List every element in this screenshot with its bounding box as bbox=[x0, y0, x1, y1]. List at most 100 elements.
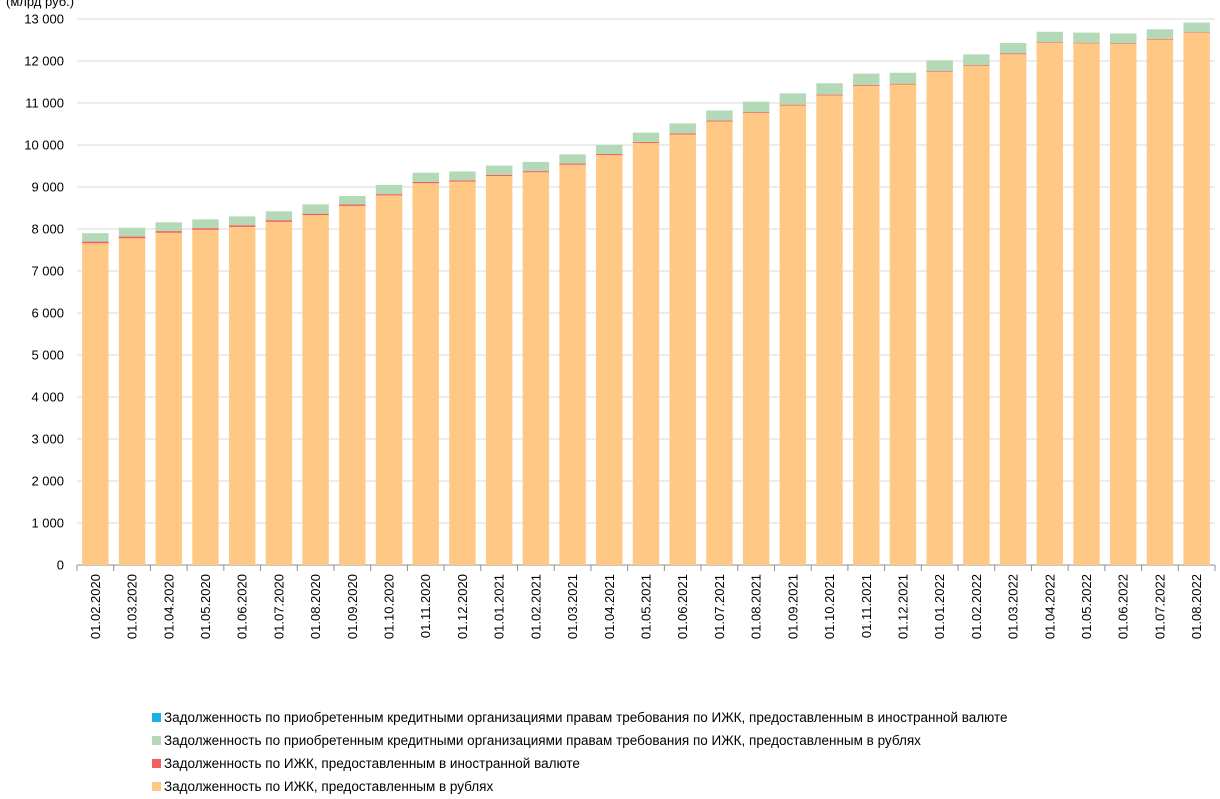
legend-item: Задолженность по ИЖК, предоставленным в … bbox=[152, 775, 1008, 798]
bar-segment bbox=[1183, 32, 1210, 33]
x-tick-label: 01.03.2021 bbox=[565, 574, 580, 639]
bar-segment bbox=[999, 43, 1027, 54]
x-tick-label: 01.06.2020 bbox=[235, 574, 250, 639]
bar-segment bbox=[889, 84, 917, 566]
x-tick-label: 01.02.2020 bbox=[88, 574, 103, 639]
stacked-bar-chart: 0 1 000 2 000 3 000 4 000 5 000 6 000 7 000 8 00… bbox=[24, 12, 1216, 639]
bar-segment bbox=[889, 83, 917, 85]
bar-segment bbox=[118, 236, 146, 239]
bar-segment bbox=[853, 85, 880, 565]
y-tick-label: 3 000 bbox=[31, 432, 64, 447]
bar-segment bbox=[632, 132, 660, 142]
y-tick-label: 7 000 bbox=[31, 264, 64, 279]
bar-segment bbox=[449, 171, 476, 181]
bar-segment bbox=[853, 84, 880, 86]
bar-segment bbox=[302, 204, 329, 214]
x-tick-label: 01.03.2022 bbox=[1006, 574, 1021, 639]
y-tick-label: 11 000 bbox=[25, 96, 64, 111]
bar-segment bbox=[926, 71, 953, 72]
x-tick-label: 01.05.2022 bbox=[1079, 574, 1094, 639]
y-tick-label: 10 000 bbox=[24, 138, 64, 153]
bar-segment bbox=[596, 155, 623, 565]
legend-label: Задолженность по ИЖК, предоставленным в … bbox=[164, 779, 494, 794]
bar-segment bbox=[449, 181, 476, 566]
bar-segment bbox=[485, 174, 513, 177]
x-tick-label: 01.05.2020 bbox=[198, 574, 213, 639]
bar-segment bbox=[963, 66, 990, 565]
x-tick-label: 01.06.2021 bbox=[675, 574, 690, 639]
bar-segment bbox=[963, 54, 990, 66]
y-tick-label: 5 000 bbox=[31, 348, 64, 363]
bar-segment bbox=[1073, 43, 1100, 566]
x-tick-label: 01.12.2021 bbox=[895, 574, 910, 639]
x-tick-label: 01.03.2020 bbox=[125, 574, 140, 639]
bar-segment bbox=[1073, 32, 1100, 43]
x-tick-label: 01.10.2020 bbox=[382, 574, 397, 639]
bar-segment bbox=[375, 184, 403, 195]
bar-segment bbox=[742, 113, 770, 565]
legend: Задолженность по приобретенным кредитным… bbox=[152, 706, 1008, 798]
bar-segment bbox=[1110, 43, 1137, 44]
bar-segment bbox=[1036, 42, 1064, 565]
y-tick-label: 1 000 bbox=[31, 516, 64, 531]
legend-label: Задолженность по приобретенным кредитным… bbox=[164, 733, 921, 748]
x-tick-label: 01.08.2022 bbox=[1189, 574, 1204, 639]
bar-segment bbox=[82, 243, 109, 565]
x-tick-label: 01.10.2021 bbox=[822, 574, 837, 639]
bar-segment bbox=[155, 232, 182, 565]
bar-segment bbox=[192, 219, 219, 229]
bar-segment bbox=[779, 104, 807, 106]
bar-segment bbox=[632, 142, 660, 565]
y-tick-label: 6 000 bbox=[31, 306, 64, 321]
bar-segment bbox=[963, 65, 990, 67]
bar-segment bbox=[779, 105, 807, 566]
y-tick-label: 8 000 bbox=[31, 222, 64, 237]
bar-segment bbox=[265, 221, 293, 566]
bar-segment bbox=[1036, 42, 1064, 43]
unit-label: (млрд руб.) bbox=[6, 0, 75, 9]
bar-segment bbox=[375, 195, 403, 565]
bar-segment bbox=[192, 228, 219, 230]
bar-segment bbox=[816, 83, 843, 95]
bar-segment bbox=[302, 215, 329, 565]
bar-segment bbox=[632, 141, 660, 143]
bar-segment bbox=[816, 95, 843, 565]
y-tick-label: 13 000 bbox=[24, 12, 64, 27]
bar-segment bbox=[192, 229, 219, 565]
x-tick-label: 01.01.2022 bbox=[932, 574, 947, 639]
bar-segment bbox=[1146, 29, 1174, 39]
x-tick-label: 01.02.2021 bbox=[528, 574, 543, 639]
x-tick-label: 01.06.2022 bbox=[1116, 574, 1131, 639]
bar-segment bbox=[82, 241, 109, 244]
bar-segment bbox=[706, 110, 733, 121]
bar-segment bbox=[82, 233, 109, 242]
x-tick-label: 01.12.2020 bbox=[455, 574, 470, 639]
bar-segment bbox=[559, 164, 586, 566]
bar-segment bbox=[706, 120, 733, 122]
bar-segment bbox=[1110, 33, 1137, 44]
bar-segment bbox=[742, 101, 770, 113]
bar-segment bbox=[412, 181, 439, 184]
bar-segment bbox=[559, 154, 586, 164]
y-tick-label: 4 000 bbox=[31, 390, 64, 405]
bar-segment bbox=[339, 204, 366, 206]
x-tick-label: 01.09.2021 bbox=[785, 574, 800, 639]
bar-segment bbox=[1146, 39, 1174, 565]
x-tick-label: 01.07.2022 bbox=[1152, 574, 1167, 639]
bar-segment bbox=[1183, 32, 1210, 566]
bar-segment bbox=[485, 165, 513, 175]
x-tick-label: 01.09.2020 bbox=[345, 574, 360, 639]
bar-segment bbox=[1036, 31, 1064, 43]
y-tick-label: 12 000 bbox=[24, 54, 64, 69]
bar-segment bbox=[228, 226, 256, 565]
bar-segment bbox=[706, 121, 733, 565]
bar-segment bbox=[228, 225, 256, 227]
legend-swatch bbox=[152, 713, 161, 722]
x-tick-label: 01.04.2021 bbox=[602, 574, 617, 639]
legend-item: Задолженность по приобретенным кредитным… bbox=[152, 706, 1008, 729]
bar-segment bbox=[999, 53, 1027, 55]
bar-segment bbox=[1183, 22, 1210, 33]
bar-segment bbox=[485, 176, 513, 565]
bar-segment bbox=[449, 180, 476, 182]
x-tick-label: 01.07.2021 bbox=[712, 574, 727, 639]
